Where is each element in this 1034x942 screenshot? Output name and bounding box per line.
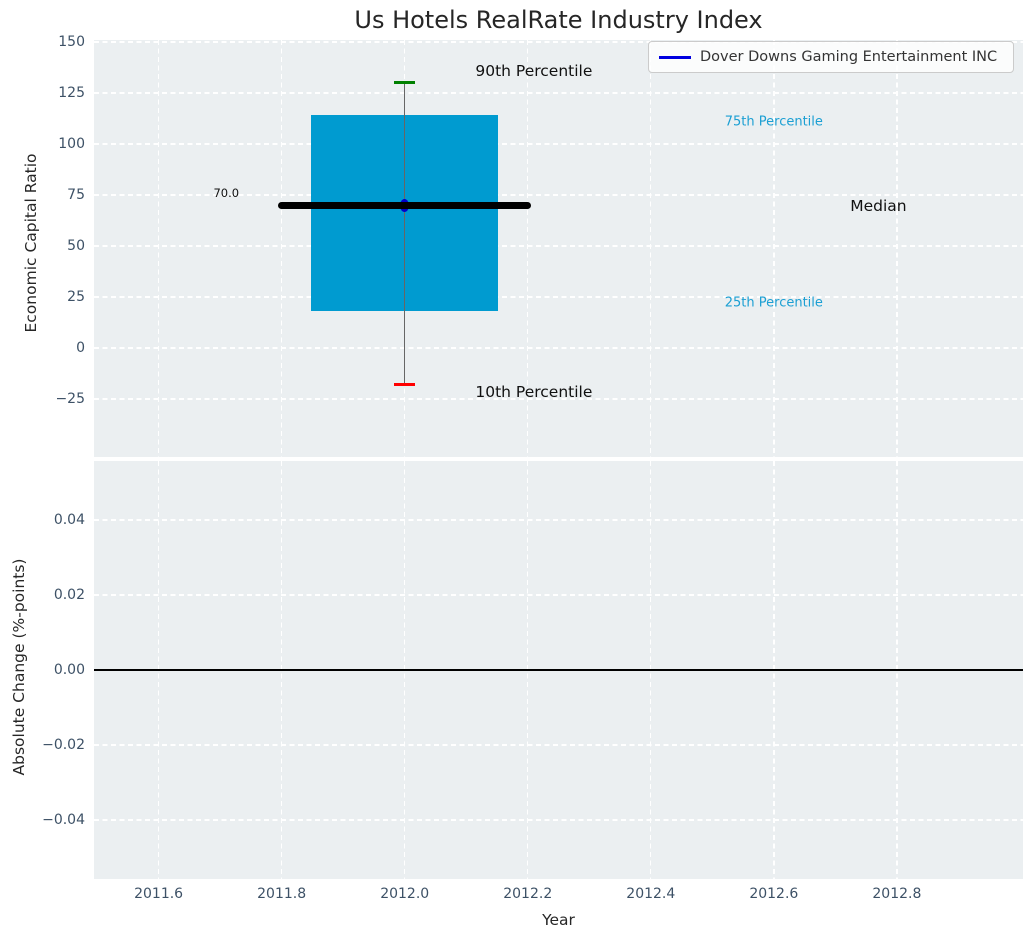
y-tick-label: 75 xyxy=(67,187,85,204)
y-tick-label: 0.02 xyxy=(53,586,85,603)
gridline-vertical xyxy=(157,40,160,457)
zero-line xyxy=(94,669,1023,671)
y-tick-label: 0.00 xyxy=(53,662,85,678)
legend-label: Dover Downs Gaming Entertainment INC xyxy=(700,49,998,65)
gridline-horizontal xyxy=(94,245,1023,247)
x-tick-label: 2012.8 xyxy=(872,886,922,902)
x-tick-label: 2012.6 xyxy=(749,886,799,902)
gridline-vertical xyxy=(896,40,898,457)
gridline-horizontal xyxy=(94,143,1023,145)
gridline-vertical xyxy=(650,40,652,457)
y-tick-label: 0 xyxy=(76,340,85,357)
annotation-median-label: Median xyxy=(850,197,907,216)
x-tick-label: 2012.0 xyxy=(380,886,430,902)
y-axis-label-bottom: Absolute Change (%-points) xyxy=(10,558,28,776)
gridline-horizontal xyxy=(94,744,1023,746)
annotation-median-value-label: 70.0 xyxy=(213,186,240,200)
annotation-p10-label: 10th Percentile xyxy=(475,382,593,401)
y-tick-label: 0.04 xyxy=(53,511,85,528)
gridline-horizontal xyxy=(94,519,1023,521)
x-tick-label: 2011.6 xyxy=(134,886,184,902)
gridline-horizontal xyxy=(94,594,1023,596)
gridline-vertical xyxy=(773,40,775,457)
p10-cap xyxy=(394,383,416,387)
y-tick-label: 50 xyxy=(67,238,85,255)
gridline-horizontal xyxy=(94,296,1023,298)
annotation-p75-label: 75th Percentile xyxy=(724,114,823,130)
y-tick-label: −25 xyxy=(55,391,85,408)
x-tick-label: 2012.2 xyxy=(503,886,553,902)
x-tick-label: 2012.4 xyxy=(626,886,676,902)
whisker-line xyxy=(404,82,406,385)
gridline-horizontal xyxy=(94,194,1023,196)
y-tick-label: 100 xyxy=(58,136,85,153)
y-tick-label: −0.02 xyxy=(42,737,85,754)
p90-cap xyxy=(394,81,416,85)
gridline-vertical xyxy=(527,40,529,457)
y-tick-label: 125 xyxy=(58,85,85,102)
gridline-horizontal xyxy=(94,398,1023,400)
y-tick-label: 25 xyxy=(67,289,85,306)
legend-line-icon xyxy=(659,55,691,59)
x-tick-label: 2011.8 xyxy=(257,886,307,902)
gridline-horizontal xyxy=(94,819,1023,821)
gridline-horizontal xyxy=(94,347,1023,349)
x-axis-label: Year xyxy=(542,911,575,929)
gridline-vertical xyxy=(280,40,283,457)
median-line xyxy=(277,201,532,209)
legend: Dover Downs Gaming Entertainment INC xyxy=(648,41,1014,73)
y-axis-label-top: Economic Capital Ratio xyxy=(22,153,40,333)
top-plot-area xyxy=(94,40,1023,457)
gridline-horizontal xyxy=(94,41,1023,43)
gridline-horizontal xyxy=(94,92,1023,94)
annotation-p90-label: 90th Percentile xyxy=(475,61,593,80)
y-tick-label: −0.04 xyxy=(42,812,85,829)
chart-title: Us Hotels RealRate Industry Index xyxy=(354,6,763,34)
y-tick-label: 150 xyxy=(58,34,85,51)
annotation-p25-label: 25th Percentile xyxy=(724,295,823,311)
